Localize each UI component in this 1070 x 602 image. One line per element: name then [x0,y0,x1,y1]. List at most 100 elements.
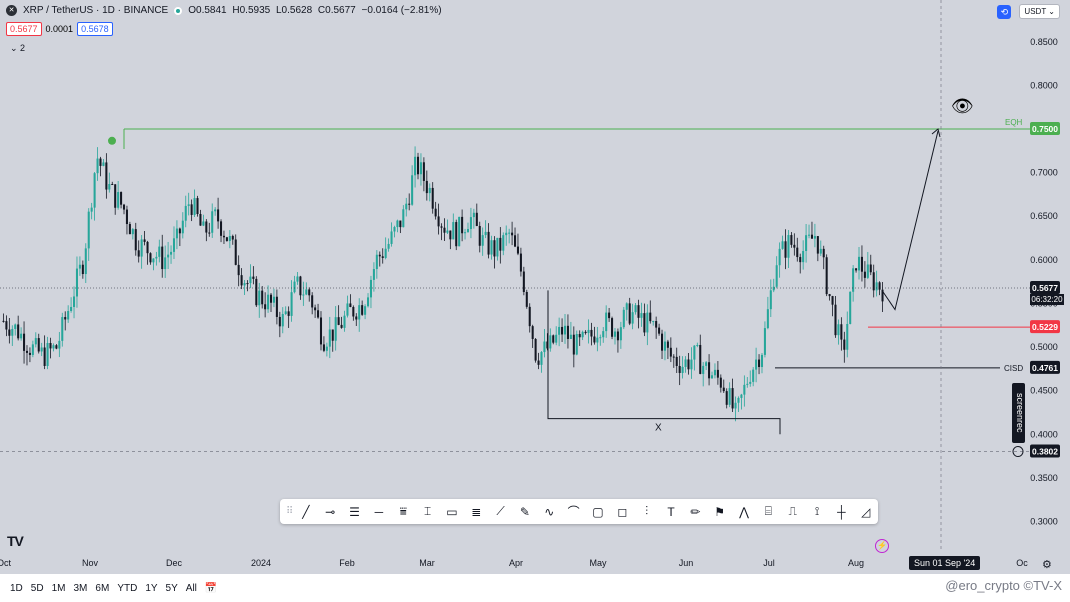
candle-body [710,375,714,379]
parallel-channel-tool-icon[interactable]: ☰ [349,504,360,519]
curve-tool-icon[interactable]: ∿ [544,504,555,519]
candle-body [672,356,675,358]
candle-body [731,388,734,409]
currency-label: USDT [1024,7,1047,16]
candlestick-series [2,146,884,422]
date-range-icon[interactable]: 📅 [204,582,218,594]
candle-body [202,221,205,226]
pattern-tool-icon[interactable]: ⫶ [645,504,649,518]
candle-body [317,310,320,318]
time-tick-label: Oct [0,558,11,568]
projection-arrowhead [931,128,941,138]
candle-body [860,256,863,272]
price-tick-label: 0.4000 [1030,429,1058,439]
candle-body [749,381,752,384]
range-1y[interactable]: 1Y [145,582,158,594]
candle-body [64,317,67,320]
candle-body [475,212,478,226]
candle-body [546,341,549,349]
candle-body [20,333,23,339]
path-tool-icon[interactable]: ⋀ [739,504,749,519]
range-6m[interactable]: 6M [95,582,110,594]
range-5d[interactable]: 5D [30,582,44,594]
candle-body [784,241,787,258]
candle-body [178,228,181,234]
candle-body [264,304,267,310]
buy-price-box[interactable]: 0.5678 [77,22,113,36]
snapshot-icon[interactable]: ⟲ [997,4,1012,19]
symbol-title[interactable]: XRP / TetherUS · 1D · BINANCE [23,5,169,16]
settings-gear-icon[interactable]: ⚙ [1042,559,1052,571]
candle-body [514,235,517,247]
candle-body [519,253,522,272]
price-range-tool-icon[interactable]: ⩸ [399,504,407,518]
pencil-tool-icon[interactable]: ✏ [690,504,701,519]
candle-body [364,306,367,315]
crosshair-tool-icon[interactable]: ┼ [837,504,846,519]
candle-body [528,306,531,327]
horizontal-line-tool-icon[interactable]: ─ [374,504,384,519]
eqh-marker [108,136,116,145]
candle-body [302,294,305,296]
candle-body [111,184,114,186]
candle-body [17,324,20,339]
x-label: X [655,423,662,434]
text-tool-icon[interactable]: T [667,504,675,519]
countdown-badge: 06:32:20 [1031,295,1063,304]
tradingview-logo[interactable]: TV [7,533,24,549]
range-all[interactable]: All [185,582,197,594]
range-5y[interactable]: 5Y [165,582,178,594]
fib-tool-icon[interactable]: ≣ [471,504,482,519]
lightning-icon[interactable]: ⚡ [875,539,889,553]
candle-body [120,192,123,205]
low-value: L0.5628 [275,5,313,16]
candle-body [540,352,543,365]
pitchfork-tool-icon[interactable]: ⟋ [496,504,505,518]
candle-body [75,268,78,297]
callout-tool-icon[interactable]: ▢ [592,504,604,519]
candle-body [699,344,702,374]
candle-body [684,359,687,367]
close-value: C0.5677 [317,5,356,16]
candle-body [58,340,61,349]
range-1m[interactable]: 1M [51,582,66,594]
brush-tool-icon[interactable]: ✎ [519,504,530,519]
indicators-toggle[interactable]: ⌄ 2 [10,43,26,53]
candle-body [746,383,749,385]
candle-body [84,248,87,275]
rectangle-tool-icon[interactable]: ▭ [446,504,458,519]
candle-body [384,248,387,258]
eraser-tool-icon[interactable]: ◿ [861,504,871,519]
forecast-tool-icon[interactable]: ⌸ [764,504,772,518]
candle-body [408,203,411,205]
candle-body [411,175,414,205]
range-1d[interactable]: 1D [10,582,23,594]
flag-tool-icon[interactable]: ⚑ [714,504,726,519]
candle-body [640,313,643,318]
candle-body [872,272,875,291]
comment-tool-icon[interactable]: ◻ [617,504,628,519]
sell-price-box[interactable]: 0.5677 [6,22,42,36]
price-tick-label: 0.4500 [1030,386,1058,396]
highlighter-tool-icon[interactable]: ⌒ [567,505,580,519]
measure-tool-icon[interactable]: ⟟ [814,504,820,518]
candle-body [478,225,481,246]
drag-handle-icon[interactable]: ⠿ [286,506,294,517]
range-box [547,290,781,435]
candle-body [525,291,528,307]
range-3m[interactable]: 3M [73,582,88,594]
anchored-vwap-tool-icon[interactable]: ⎍ [788,504,797,518]
candle-body [134,229,137,251]
candle-body [340,324,343,328]
text-cursor-tool-icon[interactable]: ⌶ [423,504,432,518]
candle-body [531,326,534,339]
range-ytd[interactable]: YTD [117,582,138,594]
currency-select[interactable]: USDT ⌄ [1019,4,1060,19]
trend-line-tool-icon[interactable]: ╱ [302,504,310,519]
time-axis: Oct Nov Dec 2024 Feb Mar Apr May Jun Jul Aug Oc [0,558,1028,568]
horizontal-ray-tool-icon[interactable]: ⊸ [325,504,336,519]
candle-body [593,336,596,343]
candle-body [405,203,408,210]
candle-body [122,204,126,210]
